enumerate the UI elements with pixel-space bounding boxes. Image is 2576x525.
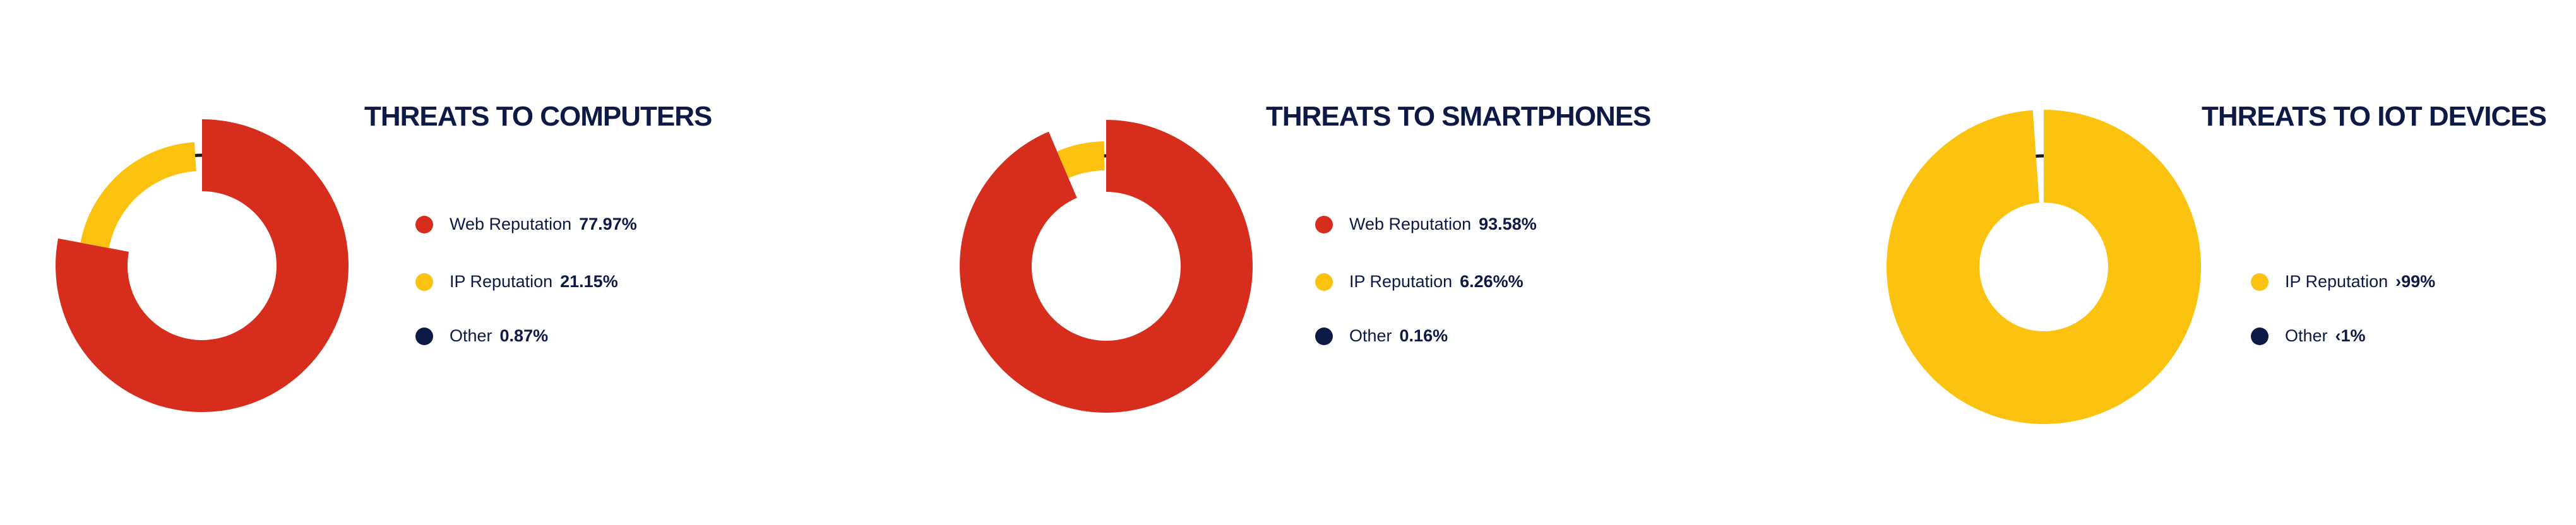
donut-chart-smartphones (960, 120, 1253, 413)
legend-value: ‹1% (2335, 326, 2366, 345)
legend-dot-icon (2251, 327, 2269, 345)
legend-label: IP Reputation (1349, 272, 1453, 291)
legend-value: 0.87% (499, 326, 549, 345)
panel-iot: THREATS TO IOT DEVICES IP Reputation ›99%… (1831, 0, 2576, 525)
legend-item: Other 0.87% (415, 326, 548, 346)
legend-value: 93.58% (1479, 215, 1537, 233)
chart-title: THREATS TO COMPUTERS (364, 101, 712, 132)
legend-value: 21.15% (560, 272, 618, 291)
legend-value: 0.16% (1399, 326, 1448, 345)
legend-label: IP Reputation (2285, 272, 2388, 291)
donut-chart-iot (1887, 110, 2201, 424)
legend-item: Web Reputation 77.97% (415, 215, 637, 234)
legend-dot-icon (2251, 273, 2269, 291)
chart-title: THREATS TO IOT DEVICES (2202, 101, 2547, 132)
slice-ip-reputation (1057, 141, 1105, 179)
legend-label: IP Reputation (450, 272, 553, 291)
panel-smartphones: THREATS TO SMARTPHONES Web Reputation 93.… (903, 0, 1762, 525)
legend-value: 6.26%% (1460, 272, 1524, 291)
legend-item: Web Reputation 93.58% (1315, 215, 1537, 234)
slice-web-reputation (960, 120, 1253, 413)
legend-label: Web Reputation (1349, 215, 1472, 233)
chart-title: THREATS TO SMARTPHONES (1266, 101, 1652, 132)
legend-label: Web Reputation (450, 215, 572, 233)
legend-label: Other (1349, 326, 1392, 345)
slice-ip-reputation (80, 142, 196, 249)
legend-item: IP Reputation 21.15% (415, 272, 618, 292)
legend-label: Other (450, 326, 492, 345)
legend-value: ›99% (2395, 272, 2436, 291)
legend-item: IP Reputation 6.26%% (1315, 272, 1524, 292)
legend-item: IP Reputation ›99% (2251, 272, 2435, 292)
legend-dot-icon (1315, 327, 1333, 345)
slice-ip-reputation (1887, 110, 2201, 424)
legend-label: Other (2285, 326, 2328, 345)
legend-item: Other 0.16% (1315, 326, 1448, 346)
donut-chart-computers (56, 119, 349, 412)
legend-dot-icon (415, 273, 433, 291)
slice-web-reputation (56, 119, 349, 412)
legend-dot-icon (415, 327, 433, 345)
legend-dot-icon (1315, 215, 1333, 233)
legend-value: 77.97% (579, 215, 637, 233)
legend-dot-icon (1315, 273, 1333, 291)
legend-dot-icon (415, 215, 433, 233)
legend-item: Other ‹1% (2251, 326, 2366, 346)
panel-computers: THREATS TO COMPUTERS Web Reputation 77.97… (0, 0, 859, 525)
